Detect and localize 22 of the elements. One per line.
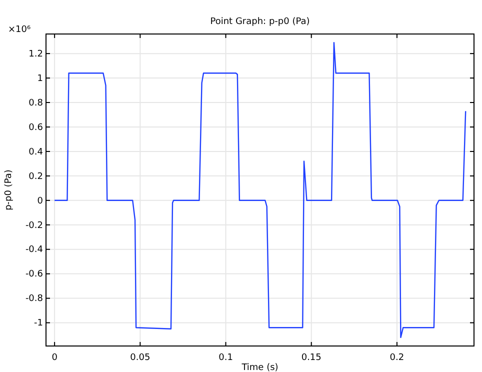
y-tick-label: 0.8 [28, 98, 44, 108]
y-tick-label: 0 [37, 196, 44, 206]
y-axis-title: p-p0 (Pa) [4, 170, 14, 210]
y-tick-label: -0.2 [25, 220, 43, 231]
line-series [54, 42, 466, 338]
y-tick-label: -1 [34, 318, 43, 329]
y-tick-label: -0.4 [25, 245, 44, 256]
y-tick-label: 0.4 [28, 147, 44, 158]
chart-title: Point Graph: p-p0 (Pa) [210, 17, 310, 27]
y-tick-label: 0.6 [28, 122, 44, 133]
text: ×10⁶ [8, 25, 31, 35]
y-tick-label: -0.6 [25, 270, 44, 280]
y-tick-label: -0.8 [25, 294, 44, 304]
x-axis-title: Time (s) [240, 363, 278, 372]
x-tick-label: 0.1 [218, 352, 233, 363]
y-tick-label: 0.2 [28, 172, 43, 182]
x-tick-label: 0.05 [130, 352, 150, 363]
y-tick-label: 1.2 [28, 49, 43, 60]
x-tick-label: 0.15 [301, 352, 322, 363]
x-tick-label: 0 [52, 352, 58, 363]
x-tick-label: 0.2 [390, 352, 404, 363]
y-tick-label: 1 [37, 74, 43, 84]
